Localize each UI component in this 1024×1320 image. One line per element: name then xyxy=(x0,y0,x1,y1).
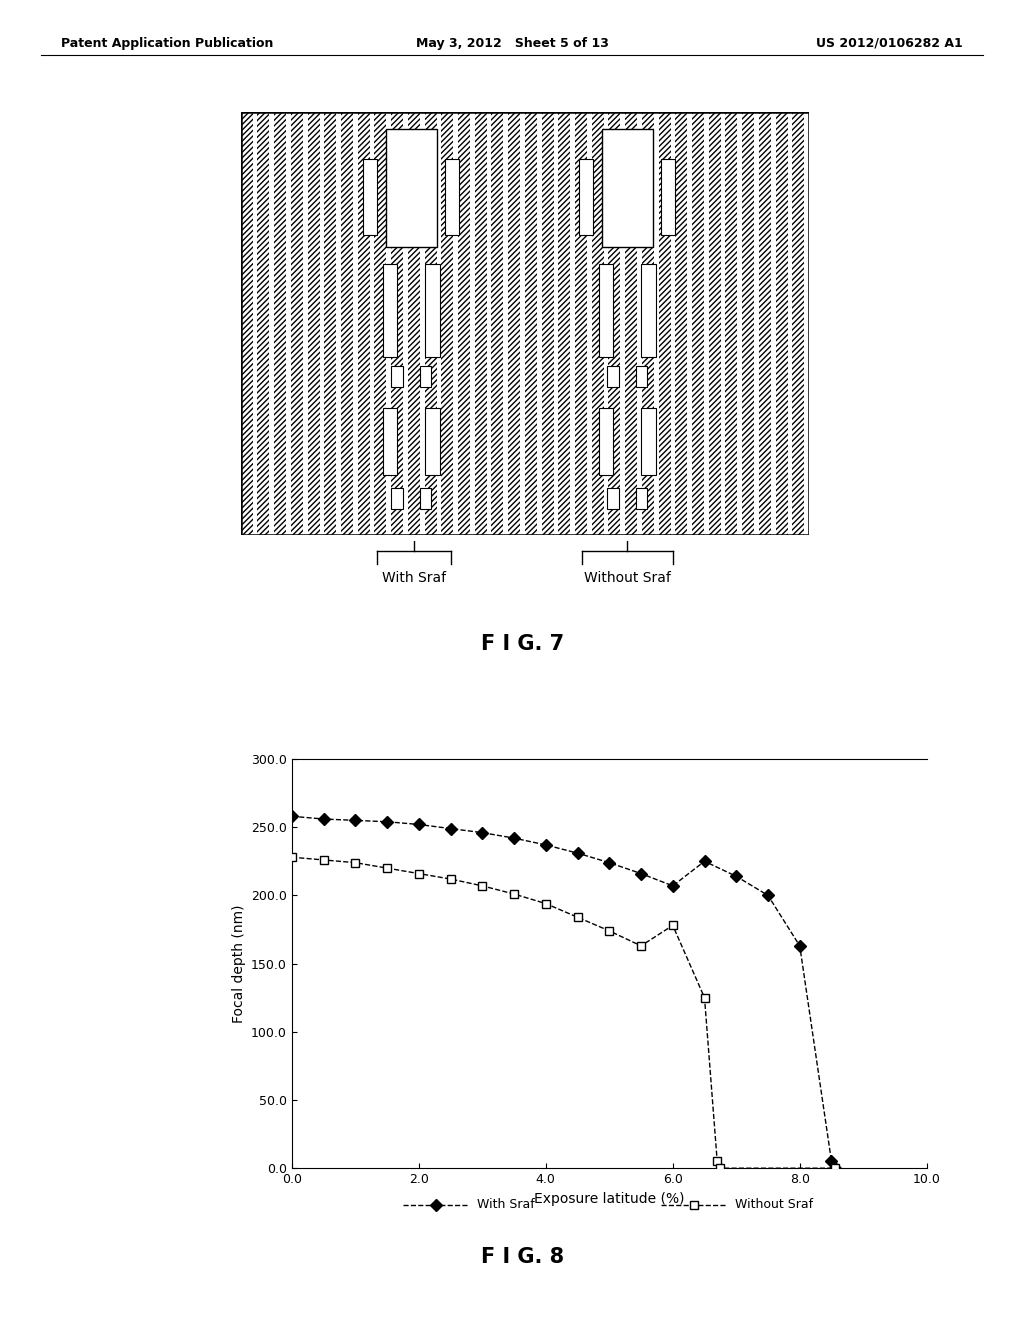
Bar xyxy=(608,112,621,535)
Text: Without Sraf: Without Sraf xyxy=(734,1199,813,1210)
Bar xyxy=(391,366,402,387)
Bar xyxy=(759,112,771,535)
Bar xyxy=(458,112,470,535)
Bar xyxy=(475,112,486,535)
Bar xyxy=(636,488,647,510)
Bar xyxy=(441,112,454,535)
Bar xyxy=(241,112,253,535)
Text: F I G. 8: F I G. 8 xyxy=(480,1247,564,1267)
Bar xyxy=(675,112,687,535)
Bar xyxy=(291,112,303,535)
Bar xyxy=(325,112,336,535)
Bar xyxy=(793,112,804,535)
Bar xyxy=(574,112,587,535)
Bar xyxy=(601,129,652,247)
Bar xyxy=(592,112,604,535)
Bar xyxy=(725,112,737,535)
Bar xyxy=(383,264,397,358)
Bar xyxy=(341,112,353,535)
Bar xyxy=(383,408,397,475)
Text: Patent Application Publication: Patent Application Publication xyxy=(61,37,273,50)
Bar xyxy=(362,158,377,235)
Bar xyxy=(425,264,439,358)
Text: With Sraf: With Sraf xyxy=(382,572,446,585)
Bar xyxy=(542,112,554,535)
X-axis label: Exposure latitude (%): Exposure latitude (%) xyxy=(535,1192,684,1205)
Bar xyxy=(508,112,520,535)
Bar xyxy=(391,488,402,510)
Bar xyxy=(257,112,269,535)
Y-axis label: Focal depth (nm): Focal depth (nm) xyxy=(231,904,246,1023)
Bar xyxy=(391,112,403,535)
Bar xyxy=(375,112,386,535)
Bar xyxy=(420,488,431,510)
Bar xyxy=(492,112,504,535)
Bar xyxy=(607,488,618,510)
Bar xyxy=(709,112,721,535)
Bar xyxy=(775,112,787,535)
Bar xyxy=(524,112,537,535)
Text: F I G. 7: F I G. 7 xyxy=(480,634,564,653)
Bar xyxy=(599,408,613,475)
Bar xyxy=(558,112,570,535)
Bar xyxy=(641,408,655,475)
Bar xyxy=(445,158,460,235)
Bar xyxy=(636,366,647,387)
Text: With Sraf: With Sraf xyxy=(476,1199,535,1210)
Bar xyxy=(425,112,436,535)
Bar xyxy=(641,264,655,358)
Bar xyxy=(658,112,671,535)
Bar xyxy=(599,264,613,358)
Bar xyxy=(425,408,439,475)
Bar xyxy=(692,112,703,535)
Bar xyxy=(357,112,370,535)
Bar xyxy=(274,112,286,535)
Text: May 3, 2012   Sheet 5 of 13: May 3, 2012 Sheet 5 of 13 xyxy=(416,37,608,50)
Bar xyxy=(742,112,754,535)
Text: US 2012/0106282 A1: US 2012/0106282 A1 xyxy=(816,37,963,50)
Bar xyxy=(307,112,319,535)
Bar xyxy=(625,112,637,535)
Bar xyxy=(420,366,431,387)
Text: Without Sraf: Without Sraf xyxy=(584,572,671,585)
Bar xyxy=(386,129,436,247)
Bar xyxy=(642,112,654,535)
Bar xyxy=(408,112,420,535)
Bar xyxy=(662,158,676,235)
Bar xyxy=(579,158,593,235)
Bar xyxy=(607,366,618,387)
